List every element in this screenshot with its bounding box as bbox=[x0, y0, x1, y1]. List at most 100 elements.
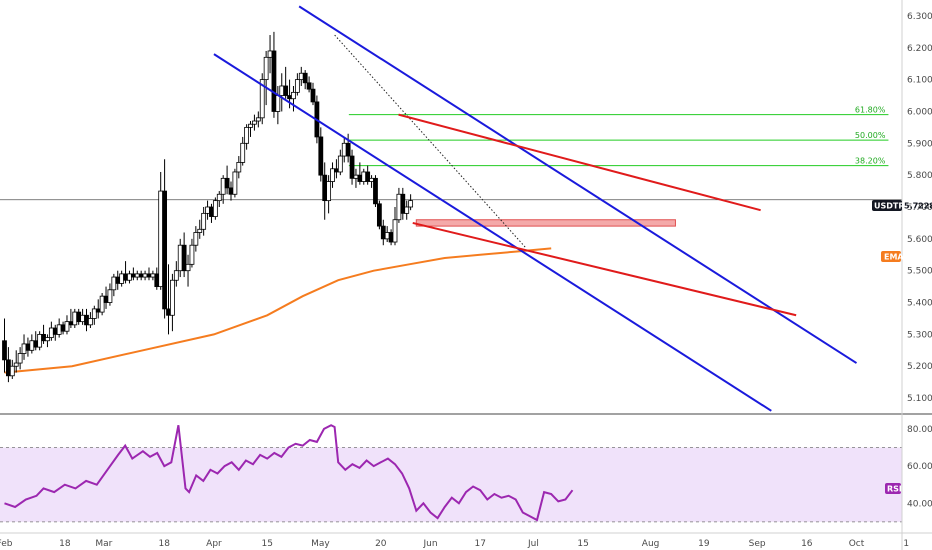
candle-body bbox=[13, 362, 19, 367]
candle-body bbox=[91, 308, 97, 319]
price-tick-label: 5.60000 bbox=[907, 235, 932, 245]
candle-body bbox=[369, 177, 374, 182]
candle-body bbox=[298, 72, 304, 81]
candle-body bbox=[25, 343, 31, 351]
last-price-value: 5.72285 bbox=[904, 202, 932, 211]
dotted-trend-line bbox=[334, 34, 527, 249]
candle-body bbox=[29, 340, 35, 351]
candle-body bbox=[68, 321, 74, 326]
ema-badge[interactable]: EMA bbox=[881, 251, 904, 262]
candle-body bbox=[279, 85, 285, 96]
rsi-line bbox=[4, 424, 574, 522]
time-tick-label: Sep bbox=[749, 539, 766, 549]
candle-body bbox=[357, 174, 363, 182]
candle-body bbox=[216, 193, 222, 202]
candle-body bbox=[318, 136, 324, 176]
candle-body bbox=[99, 295, 105, 313]
candle bbox=[302, 70, 308, 90]
channel-line bbox=[213, 53, 772, 412]
candle-body bbox=[361, 171, 367, 182]
candle-body bbox=[177, 244, 183, 272]
candle bbox=[244, 124, 250, 150]
candle-body bbox=[408, 200, 414, 208]
candle-body bbox=[392, 219, 398, 243]
candle-body bbox=[189, 244, 195, 265]
candle-body bbox=[21, 343, 27, 354]
rsi-pane: 80.00 60.00 40.00 bbox=[0, 424, 932, 523]
time-tick-label: Aug bbox=[642, 539, 660, 549]
candle-body bbox=[103, 295, 109, 303]
candle-body bbox=[330, 168, 335, 182]
candle bbox=[37, 331, 43, 351]
candle-body bbox=[205, 206, 210, 214]
price-tick-label: 5.50000 bbox=[907, 267, 932, 277]
candle-body bbox=[84, 314, 89, 326]
candle bbox=[337, 149, 343, 176]
candle-body bbox=[283, 85, 289, 96]
candle bbox=[373, 175, 378, 207]
candle bbox=[224, 165, 230, 195]
time-tick-label: Oct bbox=[849, 539, 865, 549]
candle-body bbox=[232, 171, 238, 195]
fib-level-label: 61.80% bbox=[855, 106, 886, 115]
candle bbox=[294, 73, 300, 96]
candle-body bbox=[255, 117, 261, 122]
candle bbox=[193, 226, 199, 252]
candle bbox=[404, 200, 410, 220]
time-tick-label: Mar bbox=[95, 539, 112, 549]
candle-body bbox=[220, 177, 226, 195]
fib-level-label: 50.00% bbox=[855, 131, 886, 140]
candle bbox=[201, 207, 207, 236]
candle bbox=[162, 159, 168, 319]
candle bbox=[197, 219, 203, 239]
candle-body bbox=[123, 273, 128, 281]
candle-body bbox=[302, 72, 308, 84]
time-tick-label: 19 bbox=[698, 539, 710, 549]
candle-body bbox=[6, 359, 11, 377]
candle bbox=[64, 315, 70, 335]
candle bbox=[240, 136, 246, 166]
candle-body bbox=[197, 228, 203, 233]
candle-body bbox=[138, 273, 144, 278]
candle-body bbox=[400, 193, 406, 214]
candle-body bbox=[244, 126, 250, 144]
candle bbox=[2, 318, 7, 373]
candle-body bbox=[404, 206, 410, 214]
candle bbox=[365, 165, 371, 185]
time-tick-label: Apr bbox=[206, 539, 222, 549]
candle bbox=[400, 187, 406, 220]
candle-body bbox=[181, 244, 187, 272]
candle-body bbox=[345, 142, 351, 157]
price-tick-label: 6.30000 bbox=[907, 12, 932, 22]
candle-body bbox=[373, 177, 378, 205]
candle-body bbox=[119, 273, 125, 284]
candle bbox=[326, 175, 332, 214]
candle bbox=[248, 121, 253, 137]
candle bbox=[45, 334, 50, 348]
candle-body bbox=[396, 193, 402, 221]
candle-body bbox=[271, 50, 277, 112]
candle-body bbox=[72, 311, 78, 326]
rsi-badge[interactable]: RSI bbox=[885, 483, 902, 494]
candle-body bbox=[337, 155, 343, 173]
candle-body bbox=[127, 273, 132, 281]
candle-body bbox=[154, 273, 160, 288]
candle-body bbox=[365, 171, 371, 182]
last-price-badge[interactable]: USDTRY 5.72285 bbox=[872, 200, 932, 211]
candle bbox=[376, 200, 382, 230]
candle-body bbox=[259, 79, 265, 119]
candle-body bbox=[291, 91, 296, 100]
candle-body bbox=[236, 162, 242, 173]
candle bbox=[189, 238, 195, 268]
candle-body bbox=[107, 289, 113, 303]
price-tick-label: 5.90000 bbox=[907, 139, 932, 149]
candle bbox=[330, 162, 335, 188]
candle-body bbox=[33, 340, 39, 348]
candle bbox=[173, 261, 179, 287]
candle bbox=[91, 305, 97, 325]
price-tick-label: 6.00000 bbox=[907, 107, 932, 117]
time-axis: Feb 18 Mar 18 Apr 15 May 20 Jun 17 Jul 15 Aug 19 Sep 16… bbox=[0, 539, 909, 549]
rsi-tick-label: 80.00 bbox=[907, 425, 932, 435]
candle-body bbox=[334, 168, 339, 173]
